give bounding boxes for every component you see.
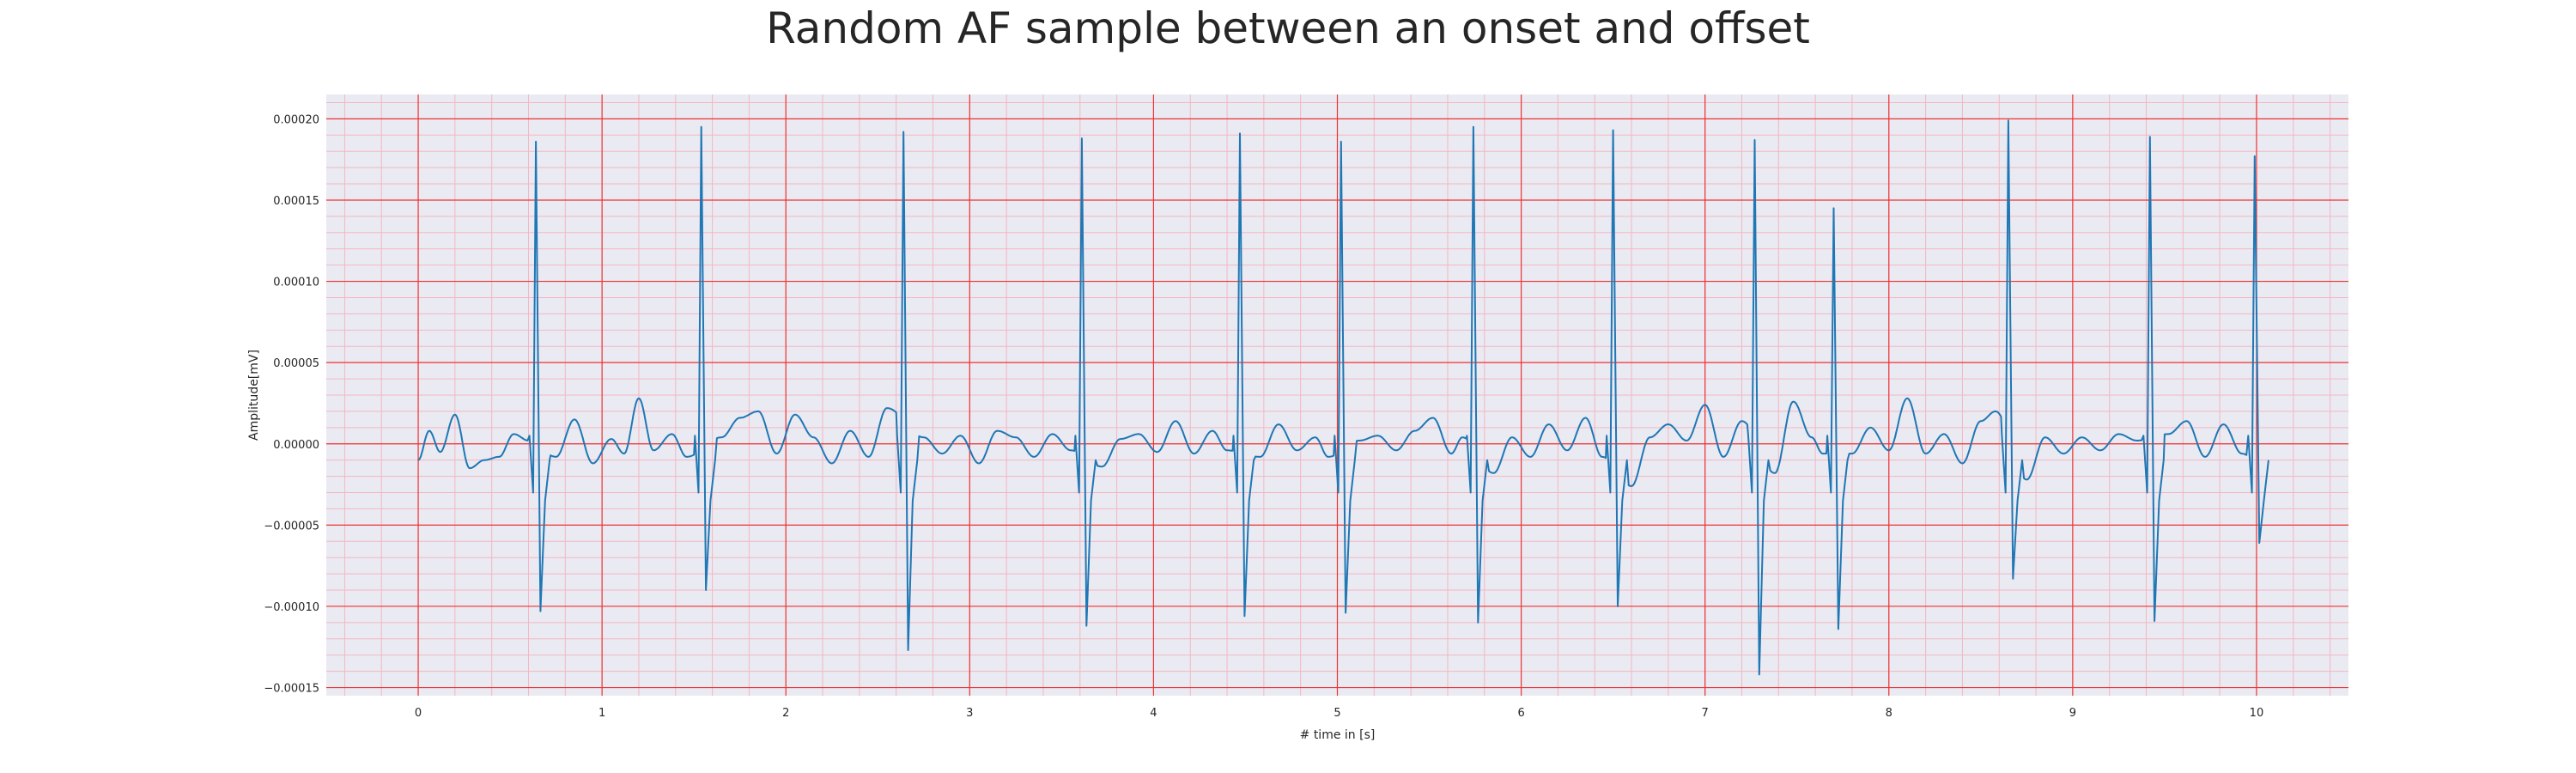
x-axis-ticks: 0 1 2 3 4 5 6 7 8 9 10 xyxy=(415,707,2263,720)
x-tick-label: 9 xyxy=(2069,707,2076,720)
x-tick-label: 8 xyxy=(1886,707,1893,720)
y-tick-label: −0.00015 xyxy=(264,683,319,696)
x-axis-label: # time in [s] xyxy=(1300,728,1376,742)
y-tick-label: −0.00005 xyxy=(264,520,319,533)
y-axis-label: Amplitude[mV] xyxy=(247,350,261,441)
x-tick-label: 3 xyxy=(966,707,973,720)
y-axis-ticks: −0.00015 −0.00010 −0.00005 0.00000 0.00005 0.… xyxy=(264,113,319,695)
y-tick-label: −0.00010 xyxy=(264,601,319,614)
series-layer xyxy=(417,119,2269,676)
y-tick-label: 0.00000 xyxy=(273,439,319,452)
major-grid xyxy=(326,94,2348,696)
y-tick-label: 0.00015 xyxy=(273,195,319,208)
chart-title: Random AF sample between an onset and of… xyxy=(766,3,1810,53)
x-tick-label: 5 xyxy=(1334,707,1340,720)
x-tick-label: 4 xyxy=(1150,707,1157,720)
y-tick-label: 0.00005 xyxy=(273,357,319,370)
x-tick-label: 10 xyxy=(2250,707,2264,720)
x-tick-label: 7 xyxy=(1702,707,1709,720)
x-tick-label: 1 xyxy=(598,707,605,720)
x-tick-label: 0 xyxy=(415,707,422,720)
x-tick-label: 6 xyxy=(1517,707,1524,720)
x-tick-label: 2 xyxy=(782,707,789,720)
y-tick-label: 0.00020 xyxy=(273,113,319,126)
y-tick-label: 0.00010 xyxy=(273,277,319,289)
ecg-signal-line xyxy=(417,119,2269,676)
